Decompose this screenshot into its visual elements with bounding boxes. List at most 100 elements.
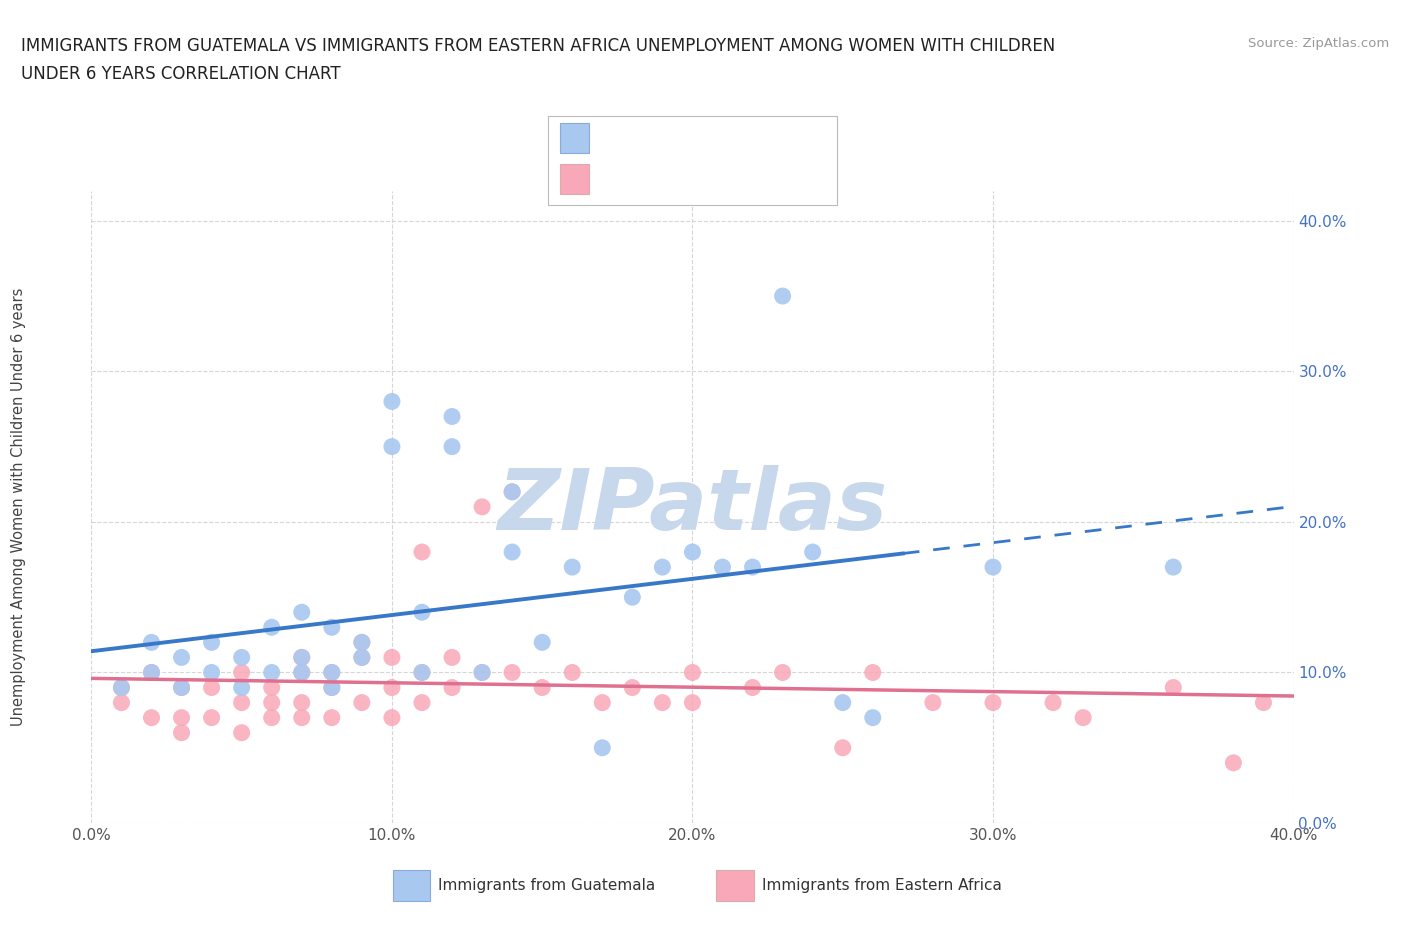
Point xyxy=(141,635,163,650)
Point xyxy=(651,560,673,575)
Point xyxy=(110,680,132,695)
Point xyxy=(1253,695,1275,710)
Text: Unemployment Among Women with Children Under 6 years: Unemployment Among Women with Children U… xyxy=(11,287,25,726)
Point xyxy=(381,650,404,665)
Point xyxy=(170,711,193,725)
Point xyxy=(621,590,644,604)
Text: Immigrants from Guatemala: Immigrants from Guatemala xyxy=(439,878,655,894)
Point xyxy=(170,680,193,695)
FancyBboxPatch shape xyxy=(717,870,754,901)
FancyBboxPatch shape xyxy=(392,870,430,901)
Point xyxy=(801,545,824,560)
Text: R =  0.357   N = 42: R = 0.357 N = 42 xyxy=(600,131,762,146)
FancyBboxPatch shape xyxy=(548,116,837,205)
Point xyxy=(471,665,494,680)
Point xyxy=(501,485,523,499)
Point xyxy=(1161,560,1184,575)
Point xyxy=(862,665,884,680)
Point xyxy=(772,665,794,680)
Point xyxy=(411,665,433,680)
Point xyxy=(411,604,433,619)
Point xyxy=(141,665,163,680)
Point xyxy=(621,680,644,695)
Point xyxy=(260,711,283,725)
Point xyxy=(440,650,463,665)
Point xyxy=(321,665,343,680)
Text: Source: ZipAtlas.com: Source: ZipAtlas.com xyxy=(1249,37,1389,50)
Point xyxy=(350,695,373,710)
Point xyxy=(350,650,373,665)
Point xyxy=(1161,680,1184,695)
Point xyxy=(321,680,343,695)
Point xyxy=(231,695,253,710)
Point xyxy=(531,680,554,695)
Text: IMMIGRANTS FROM GUATEMALA VS IMMIGRANTS FROM EASTERN AFRICA UNEMPLOYMENT AMONG W: IMMIGRANTS FROM GUATEMALA VS IMMIGRANTS … xyxy=(21,37,1056,55)
Point xyxy=(561,560,583,575)
Point xyxy=(141,665,163,680)
Point xyxy=(201,711,224,725)
Point xyxy=(591,695,613,710)
Point xyxy=(501,485,523,499)
Point xyxy=(411,695,433,710)
Point xyxy=(291,650,314,665)
Point xyxy=(260,680,283,695)
Point xyxy=(231,725,253,740)
Text: Immigrants from Eastern Africa: Immigrants from Eastern Africa xyxy=(762,878,1002,894)
Point xyxy=(591,740,613,755)
Point xyxy=(471,499,494,514)
Point xyxy=(981,560,1004,575)
Point xyxy=(260,695,283,710)
FancyBboxPatch shape xyxy=(560,124,589,153)
Point xyxy=(681,695,703,710)
Point xyxy=(1071,711,1094,725)
Point xyxy=(922,695,945,710)
Point xyxy=(681,545,703,560)
Point xyxy=(831,740,853,755)
Point xyxy=(141,711,163,725)
Point xyxy=(291,711,314,725)
Point xyxy=(381,394,404,409)
Point xyxy=(440,409,463,424)
Point xyxy=(260,620,283,635)
Point xyxy=(501,665,523,680)
Point xyxy=(831,695,853,710)
Point xyxy=(260,665,283,680)
Point xyxy=(291,604,314,619)
Point xyxy=(531,635,554,650)
Point xyxy=(381,439,404,454)
Point xyxy=(471,665,494,680)
Point xyxy=(1222,755,1244,770)
Point xyxy=(110,680,132,695)
Point xyxy=(1042,695,1064,710)
Point xyxy=(321,680,343,695)
Point xyxy=(231,665,253,680)
Point xyxy=(440,439,463,454)
Point xyxy=(291,650,314,665)
Point xyxy=(231,680,253,695)
Point xyxy=(741,560,763,575)
Point xyxy=(321,665,343,680)
Point xyxy=(231,650,253,665)
Point xyxy=(291,695,314,710)
Point xyxy=(201,665,224,680)
Point xyxy=(321,620,343,635)
Point xyxy=(350,635,373,650)
Point xyxy=(381,680,404,695)
Point xyxy=(201,635,224,650)
Point xyxy=(350,650,373,665)
Point xyxy=(201,680,224,695)
Point xyxy=(651,695,673,710)
Point xyxy=(681,665,703,680)
Point xyxy=(411,545,433,560)
Point xyxy=(381,711,404,725)
Point xyxy=(110,695,132,710)
Point xyxy=(501,545,523,560)
Text: ZIPatlas: ZIPatlas xyxy=(498,465,887,549)
Point xyxy=(321,711,343,725)
Point xyxy=(561,665,583,680)
Point xyxy=(350,635,373,650)
Point xyxy=(741,680,763,695)
Point xyxy=(862,711,884,725)
Point xyxy=(711,560,734,575)
Text: R = -0.015   N = 55: R = -0.015 N = 55 xyxy=(600,171,762,187)
